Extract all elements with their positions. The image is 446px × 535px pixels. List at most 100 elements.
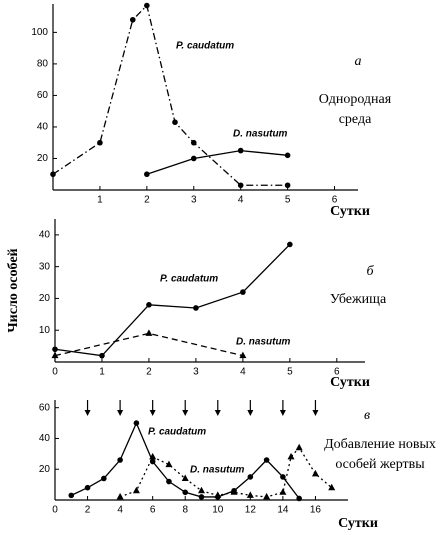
point xyxy=(296,495,302,502)
prey-arrow xyxy=(117,400,124,416)
arrow-head xyxy=(247,410,254,416)
point xyxy=(214,491,222,498)
point xyxy=(328,483,336,491)
annotation: среда xyxy=(339,112,372,127)
point xyxy=(99,352,105,359)
x-axis-label: Сутки xyxy=(330,204,370,219)
x-tick-label: 1 xyxy=(99,367,105,378)
point xyxy=(166,478,172,485)
x-tick-label: 10 xyxy=(212,505,224,516)
point xyxy=(182,489,189,496)
point xyxy=(237,182,244,189)
point xyxy=(145,329,153,336)
point xyxy=(52,346,58,353)
y-tick-label: 60 xyxy=(37,90,49,101)
point xyxy=(68,492,75,499)
x-tick-label: 4 xyxy=(117,505,123,516)
point xyxy=(284,182,291,189)
point xyxy=(198,486,205,494)
point xyxy=(193,305,199,311)
point xyxy=(165,460,173,468)
annotation: Однородная xyxy=(319,92,392,107)
prey-arrow xyxy=(247,400,254,416)
y-tick-label: 10 xyxy=(39,325,51,336)
x-tick-label: 6 xyxy=(150,505,156,516)
y-tick-label: 40 xyxy=(39,230,51,241)
series-line xyxy=(119,446,333,498)
y-tick-label: 20 xyxy=(37,153,49,164)
point xyxy=(279,488,287,495)
annotation: особей жертвы xyxy=(335,457,425,472)
point xyxy=(144,2,150,9)
annotation: Убежища xyxy=(330,292,387,307)
y-tick-label: 60 xyxy=(39,402,51,413)
point xyxy=(129,16,136,23)
series-line xyxy=(54,243,291,357)
x-axis-label: Сутки xyxy=(338,516,378,531)
point xyxy=(101,475,107,482)
point xyxy=(51,351,59,359)
y-tick-label: 40 xyxy=(39,433,51,444)
panel-letter: а xyxy=(355,54,362,69)
annotation: Добавление новых xyxy=(324,437,436,452)
x-tick-label: 4 xyxy=(238,195,244,206)
prey-arrow xyxy=(84,400,91,416)
point xyxy=(181,474,189,481)
point xyxy=(263,492,271,500)
point xyxy=(284,152,291,159)
panel-letter: в xyxy=(364,408,370,423)
point xyxy=(295,443,303,451)
x-axis-label: Сутки xyxy=(330,375,370,390)
point xyxy=(50,171,56,178)
series-line xyxy=(52,4,288,186)
arrow-head xyxy=(214,410,221,416)
point xyxy=(144,171,150,178)
y-tick-label: 100 xyxy=(31,27,48,38)
prey-arrow xyxy=(279,400,286,416)
point xyxy=(239,351,247,359)
point xyxy=(247,474,254,480)
point xyxy=(146,302,152,308)
series-label: D. nasutum xyxy=(233,129,288,140)
point xyxy=(198,494,205,500)
y-axis-label: Число особей xyxy=(6,248,21,332)
point xyxy=(84,484,91,491)
point xyxy=(287,241,293,248)
x-tick-label: 16 xyxy=(310,505,322,516)
point xyxy=(230,488,238,495)
prey-arrow xyxy=(312,400,319,416)
x-tick-label: 0 xyxy=(52,367,58,378)
y-tick-label: 20 xyxy=(39,464,51,475)
series-line xyxy=(146,149,288,175)
y-tick-label: 30 xyxy=(39,261,51,272)
x-tick-label: 2 xyxy=(144,195,150,206)
point xyxy=(116,492,124,500)
x-tick-label: 4 xyxy=(240,367,246,378)
series-label: P. caudatum xyxy=(148,427,206,438)
point xyxy=(237,147,244,154)
point xyxy=(263,457,270,463)
point xyxy=(132,486,140,494)
point xyxy=(117,457,123,463)
x-tick-label: 12 xyxy=(245,505,257,516)
series-line xyxy=(54,332,244,357)
arrow-head xyxy=(117,410,124,416)
x-tick-label: 14 xyxy=(277,505,289,516)
series-label: D. nasutum xyxy=(236,337,291,348)
point xyxy=(287,452,295,460)
point xyxy=(190,155,197,162)
panel-letter: б xyxy=(366,264,374,279)
x-tick-label: 3 xyxy=(193,367,199,378)
point xyxy=(149,452,157,460)
x-tick-label: 5 xyxy=(287,367,293,378)
x-tick-label: 8 xyxy=(182,505,188,516)
point xyxy=(190,139,197,146)
arrow-head xyxy=(84,410,91,416)
point xyxy=(172,119,178,126)
x-tick-label: 2 xyxy=(146,367,152,378)
point xyxy=(133,420,140,426)
arrow-head xyxy=(182,410,189,416)
point xyxy=(240,289,246,295)
y-tick-label: 40 xyxy=(37,122,49,133)
